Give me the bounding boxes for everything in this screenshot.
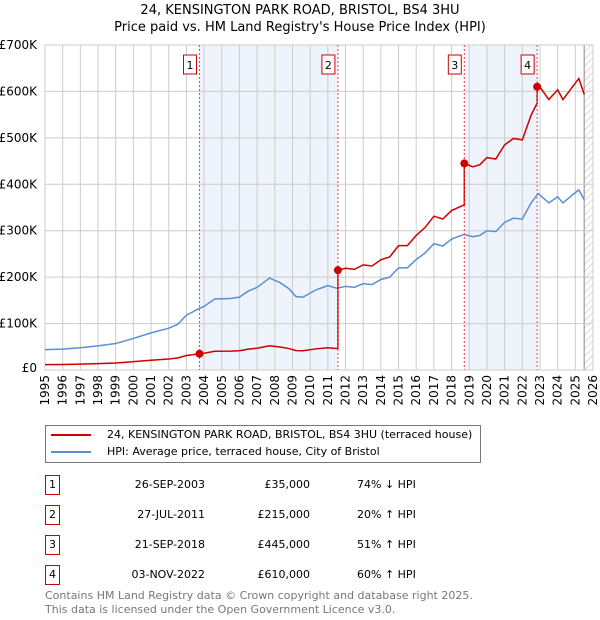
date: 27-JUL-2011 (137, 508, 205, 521)
x-tick-label: 2024 (551, 375, 565, 406)
shaded-period (464, 45, 538, 370)
x-tick-label: 2004 (197, 375, 211, 406)
sale-marker-box (183, 54, 198, 75)
x-tick-label: 2025 (568, 375, 582, 406)
legend-property: 24, KENSINGTON PARK ROAD, BRISTOL, BS4 3… (107, 428, 473, 441)
x-tick-label: 2006 (232, 375, 246, 406)
x-tick-label: 1996 (56, 375, 70, 406)
date: 03-NOV-2022 (131, 568, 205, 581)
x-tick-label: 2009 (285, 375, 299, 406)
x-tick-label: 2013 (356, 375, 370, 406)
price: £35,000 (264, 478, 311, 491)
y-tick-label: £500K (0, 131, 38, 145)
y-tick-label: £200K (0, 270, 38, 284)
x-tick-label: 2023 (533, 375, 547, 406)
y-tick-label: £700K (0, 38, 38, 52)
x-tick-label: 2002 (162, 375, 176, 406)
hpi-diff: 20% ↑ HPI (357, 508, 416, 521)
x-tick-label: 2005 (215, 375, 229, 406)
x-tick-label: 2012 (339, 375, 353, 406)
y-tick-label: £600K (0, 84, 38, 98)
footer-licence: This data is licensed under the Open Gov… (45, 603, 396, 616)
x-tick-label: 2010 (303, 375, 317, 406)
price: £610,000 (257, 568, 311, 581)
x-tick-label: 2003 (179, 375, 193, 406)
x-tick-label: 1998 (91, 375, 105, 406)
hpi-diff: 51% ↑ HPI (357, 538, 416, 551)
x-tick-label: 2020 (480, 375, 494, 406)
x-tick-label: 2017 (427, 375, 441, 406)
plot-frame (44, 44, 594, 371)
x-tick-label: 1997 (73, 375, 87, 406)
sale-point (195, 349, 204, 358)
x-tick-label: 2015 (392, 375, 406, 406)
sale-marker-label: 3 (451, 59, 458, 72)
sale-marker-box (447, 54, 462, 75)
sale-marker-box (321, 54, 336, 75)
sale-point (460, 159, 469, 168)
sale-marker-label: 4 (524, 59, 531, 72)
y-tick-label: £0 (22, 361, 37, 375)
price-chart: 1995 1996 1997 1998 1999 2000 2001 2002 2003 2004… (0, 38, 600, 406)
legend-hpi: HPI: Average price, terraced house, City… (107, 445, 380, 458)
footer-copyright: Contains HM Land Registry data © Crown c… (45, 589, 473, 602)
x-tick-label: 2011 (321, 375, 335, 406)
x-tick-label: 2008 (268, 375, 282, 406)
x-tick-label: 1995 (38, 375, 52, 406)
sale-marker-label: 1 (187, 59, 194, 72)
hpi-swatch (51, 451, 91, 453)
hpi-diff: 74% ↓ HPI (357, 478, 416, 491)
property-swatch (51, 434, 91, 436)
x-tick-label: 2001 (144, 375, 158, 406)
sale-point (333, 266, 342, 275)
sale-marker-label: 2 (325, 59, 332, 72)
price: £445,000 (257, 538, 311, 551)
shaded-period (199, 45, 338, 370)
x-tick-label: 1999 (109, 375, 123, 406)
x-tick-label: 2018 (445, 375, 459, 406)
marker-num: 4 (45, 565, 60, 585)
future-hatch (584, 45, 593, 370)
marker-num: 1 (45, 475, 60, 495)
legend: 24, KENSINGTON PARK ROAD, BRISTOL, BS4 3… (45, 425, 482, 463)
x-tick-label: 2021 (498, 375, 512, 406)
sale-point (533, 82, 542, 91)
chart-subtitle: Price paid vs. HM Land Registry's House … (114, 20, 486, 35)
x-tick-label: 2014 (374, 375, 388, 406)
marker-num: 2 (45, 505, 60, 525)
chart-title: 24, KENSINGTON PARK ROAD, BRISTOL, BS4 3… (140, 3, 460, 18)
x-tick-label: 2007 (250, 375, 264, 406)
y-tick-label: £300K (0, 224, 38, 238)
sale-marker-box (520, 54, 535, 75)
hpi-diff: 60% ↑ HPI (357, 568, 416, 581)
marker-num: 3 (45, 535, 60, 555)
hpi-line (44, 188, 585, 351)
x-tick-label: 2000 (126, 375, 140, 406)
y-tick-label: £400K (0, 177, 38, 191)
x-tick-label: 2016 (409, 375, 423, 406)
y-tick-label: £100K (0, 317, 38, 331)
x-tick-label: 2026 (586, 375, 600, 406)
date: 21-SEP-2018 (134, 538, 205, 551)
x-tick-label: 2019 (462, 375, 476, 406)
price: £215,000 (257, 508, 311, 521)
x-tick-label: 2022 (515, 375, 529, 406)
date: 26-SEP-2003 (134, 478, 205, 491)
